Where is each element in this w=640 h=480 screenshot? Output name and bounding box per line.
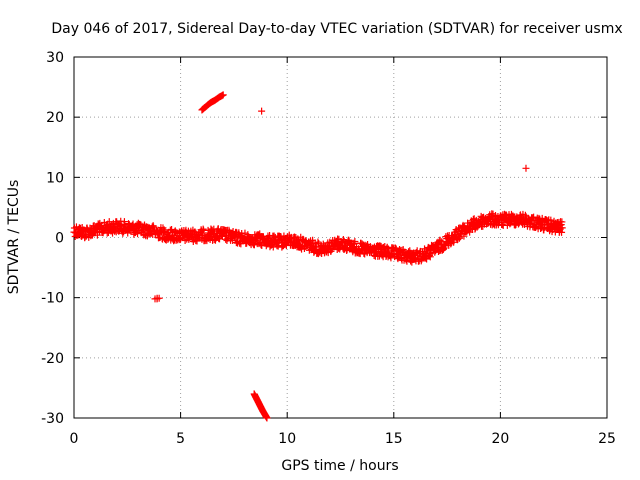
y-tick-label: 0 [55,231,64,247]
data-point [258,107,266,115]
x-tick-label: 15 [385,431,403,447]
data-point [314,238,322,246]
data-point [269,243,277,251]
data-point [558,224,566,232]
data-point [263,414,271,422]
y-tick-label: -10 [41,291,64,307]
data-point [134,230,142,238]
data-point [558,218,566,226]
data-point [455,234,463,242]
data-point [175,234,183,242]
chart-title: Day 046 of 2017, Sidereal Day-to-day VTE… [51,21,622,37]
x-tick-label: 10 [278,431,296,447]
axis-ticks: 0 5 10 15 20 25 -30 -20 -10 0 10 20 30 [41,50,616,447]
plot-frame [73,56,608,419]
data-point [460,232,468,240]
x-tick-label: 20 [491,431,509,447]
data-point [155,294,163,302]
x-tick-label: 0 [70,431,79,447]
x-tick-label: 25 [598,431,616,447]
data-point [219,91,227,99]
grid [74,57,607,418]
y-tick-label: 10 [46,170,64,186]
data-point [286,235,294,243]
data-point [351,237,359,245]
data-point [229,236,237,244]
data-points [70,91,566,422]
x-axis-label: GPS time / hours [281,458,398,474]
y-tick-label: -30 [41,411,64,427]
data-point [360,249,368,257]
data-point [160,226,168,234]
y-axis-label: SDTVAR / TECUs [6,180,22,295]
data-point [339,236,347,244]
data-point [305,238,313,246]
y-tick-label: -20 [41,351,64,367]
data-point [522,164,530,172]
y-tick-label: 30 [46,50,64,66]
data-point [558,228,566,236]
data-point [275,239,283,247]
data-point [93,231,101,239]
y-tick-label: 20 [46,110,64,126]
data-point [436,236,444,244]
data-point [498,221,506,229]
x-tick-label: 5 [176,431,185,447]
